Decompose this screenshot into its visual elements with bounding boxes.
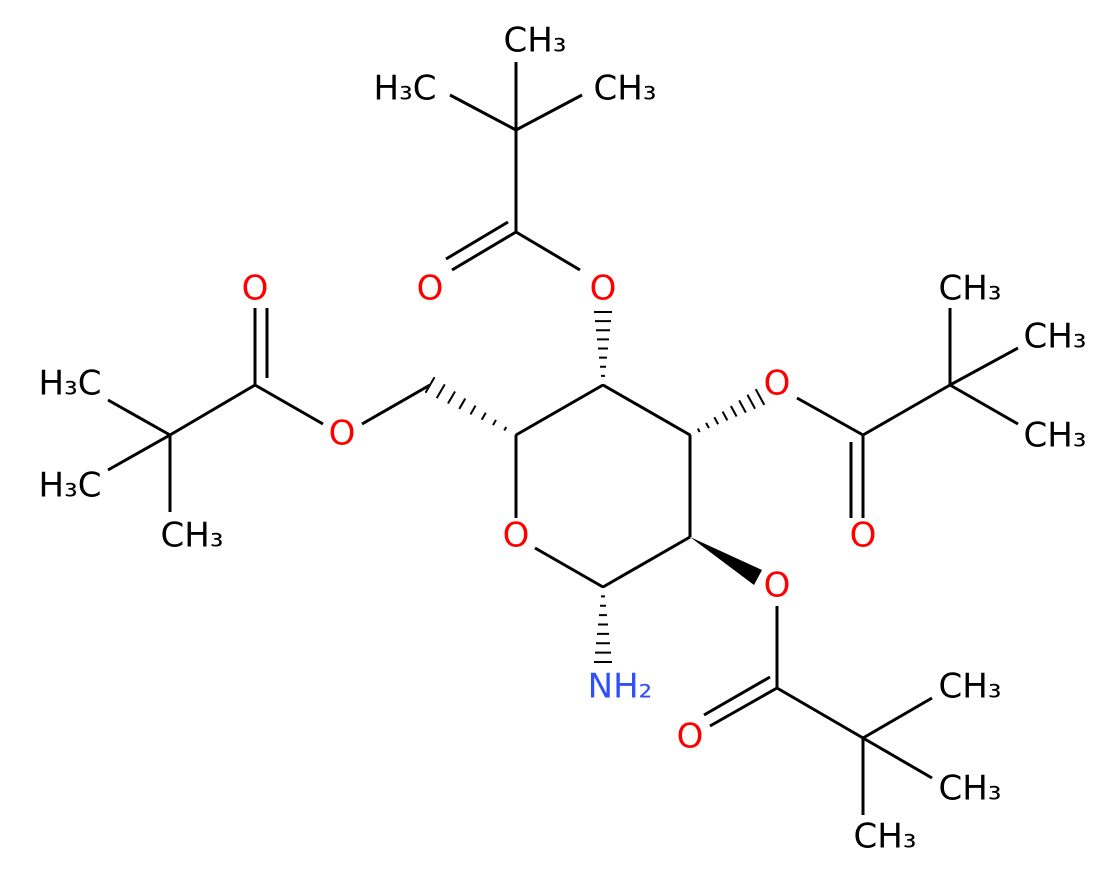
hash — [503, 426, 508, 431]
hash — [469, 405, 477, 415]
atom-label: O — [242, 269, 269, 309]
atom-label: O — [764, 566, 791, 606]
wedge-bond — [690, 537, 762, 585]
hash — [447, 390, 456, 405]
hash — [705, 422, 710, 429]
hash — [738, 399, 747, 414]
hash — [480, 412, 487, 421]
atom-label: O — [417, 269, 444, 309]
atom-label: CH₃ — [594, 69, 657, 109]
hash — [424, 376, 436, 394]
atom-label: O — [677, 717, 704, 757]
atom-label: O — [590, 269, 617, 309]
hash — [696, 428, 701, 433]
atom-label: NH₂ — [588, 667, 653, 707]
atom-label: O — [329, 414, 356, 454]
atom-labels: CH₃ H₃C CH₃ O O O O H₃C H₃C CH₃ O O O CH₃ CH₃ CH₃ O O CH₃ C… — [39, 21, 1087, 857]
atom-label: CH₃ — [1024, 317, 1087, 357]
hash — [730, 405, 738, 418]
atom-label: CH₃ — [939, 769, 1002, 809]
hash — [514, 433, 518, 437]
atom-label: H₃C — [374, 69, 437, 109]
atom-label: O — [503, 516, 530, 556]
atom-label: CH₃ — [939, 667, 1002, 707]
atom-label: CH₃ — [854, 817, 917, 857]
hash — [754, 388, 766, 406]
hash — [721, 411, 729, 421]
atom-label: O — [850, 516, 877, 556]
hash — [458, 398, 467, 410]
hash — [492, 419, 497, 426]
atom-label: CH₃ — [1024, 416, 1087, 456]
hashed-bonds — [424, 311, 766, 663]
bonds — [107, 62, 1019, 815]
atom-label: CH₃ — [504, 21, 567, 61]
atom-label: H₃C — [39, 364, 102, 404]
atom-label: O — [764, 364, 791, 404]
hash — [435, 383, 446, 399]
atom-label: CH₃ — [161, 516, 224, 556]
hash — [746, 394, 756, 410]
atom-label: CH₃ — [939, 269, 1002, 309]
atom-label: H₃C — [39, 466, 102, 506]
hash — [713, 416, 720, 425]
hash — [688, 433, 692, 437]
